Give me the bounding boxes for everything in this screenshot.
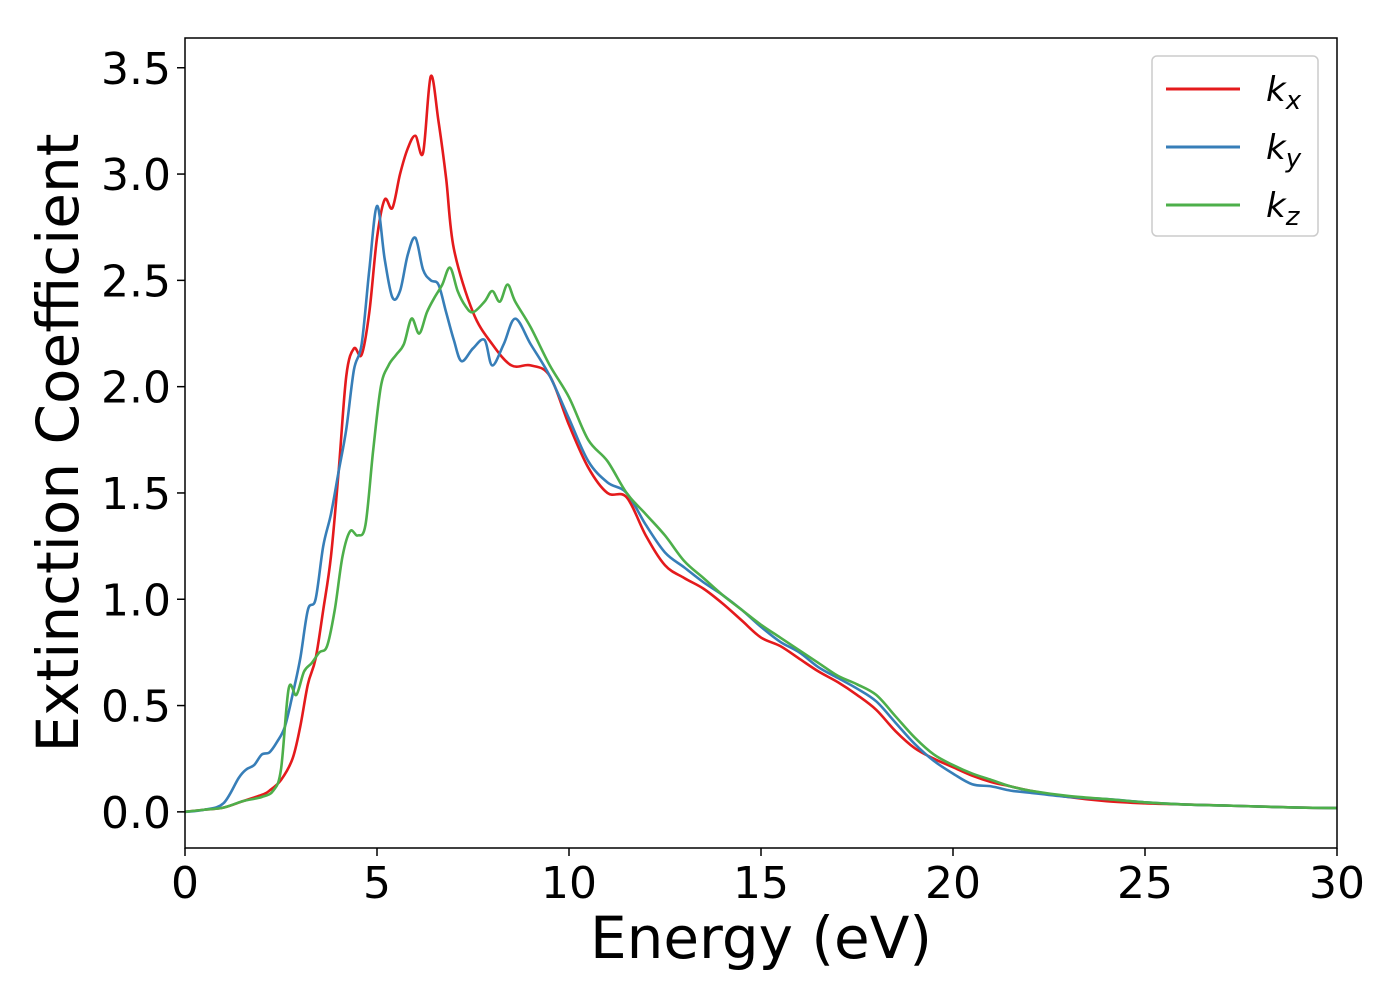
x-tick-label: 15 [733, 858, 789, 909]
y-tick-label: 0.0 [101, 788, 171, 839]
y-tick-label: 3.0 [101, 150, 171, 201]
legend-label-ky: ky [1266, 128, 1302, 174]
legend: kx ky kz [1151, 55, 1319, 237]
series-line-kz [185, 266, 1337, 814]
series-line-ky [185, 204, 1337, 814]
y-axis-title: Extinction Coefficient [24, 134, 92, 753]
y-tick-label: 3.5 [101, 44, 171, 95]
x-tick-label: 10 [541, 858, 597, 909]
x-tick-label: 20 [925, 858, 981, 909]
x-tick-label: 0 [171, 858, 199, 909]
x-tick-label: 5 [363, 858, 391, 909]
y-axis-ticks: 0.0 0.5 1.0 1.5 2.0 2.5 3.0 3.5 [101, 44, 185, 839]
x-tick-label: 25 [1117, 858, 1173, 909]
x-tick-label: 30 [1309, 858, 1365, 909]
y-tick-label: 2.0 [101, 363, 171, 414]
x-axis-title: Energy (eV) [590, 904, 932, 972]
legend-label-kz: kz [1266, 186, 1301, 232]
y-tick-label: 1.0 [101, 575, 171, 626]
series-line-kx [185, 74, 1337, 814]
y-tick-label: 0.5 [101, 682, 171, 733]
legend-label-kx: kx [1266, 70, 1302, 116]
x-axis-ticks: 0 5 10 15 20 25 30 [171, 848, 1365, 909]
plot-layer [185, 74, 1337, 814]
y-tick-label: 2.5 [101, 256, 171, 307]
y-tick-label: 1.5 [101, 469, 171, 520]
